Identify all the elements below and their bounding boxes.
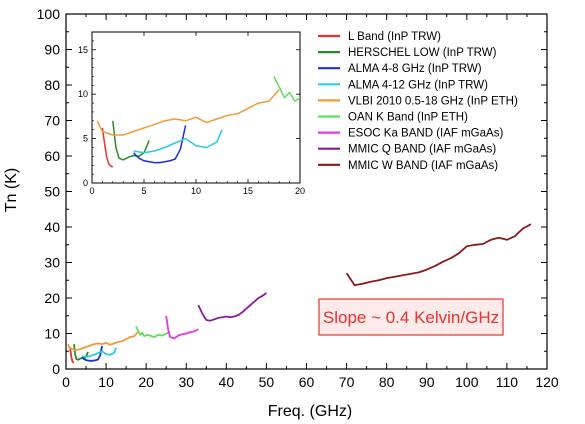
x-axis-title: Freq. (GHz) [268,403,352,420]
x-tick-label: 30 [178,374,194,390]
series-line [165,315,199,340]
inset-x-tick-label: 5 [141,186,146,196]
x-tick-label: 100 [455,374,479,390]
inset-x-tick-label: 20 [295,186,305,196]
series-line [81,345,103,362]
inset-y-tick-label: 15 [78,45,88,55]
annotation-text: Slope ~ 0.4 Kelvin/GHz [323,308,499,327]
y-tick-label: 60 [44,148,60,164]
y-tick-label: 50 [44,184,60,200]
x-tick-label: 110 [496,374,519,390]
inset-series-line [96,89,280,136]
series-line [67,331,139,351]
legend: L Band (InP TRW) HERSCHEL LOW (InP TRW) AL… [318,31,518,172]
x-tick-label: 0 [62,374,70,390]
inset-series-line [112,120,150,161]
x-tick-label: 70 [339,374,355,390]
legend-entry: ALMA 4-12 GHz (InP TRW) [348,79,488,91]
inset-x-tick-label: 0 [89,186,94,196]
inset-y-tick-label: 10 [78,89,88,99]
x-tick-label: 120 [535,374,559,390]
series-line [81,347,117,358]
series-line [197,292,267,322]
x-tick-label: 80 [379,374,395,390]
legend-entry: VLBI 2010 0.5-18 GHz (InP ETH) [348,95,518,107]
x-tick-label: 60 [299,374,315,390]
x-tick-label: 10 [98,374,114,390]
annotation-box [318,298,504,336]
series-line [135,326,171,339]
y-tick-label: 40 [44,219,60,235]
inset-x-tick-label: 15 [243,186,253,196]
y-tick-label: 20 [44,290,60,306]
y-tick-label: 90 [44,42,60,58]
main-axes: 0 10 20 30 40 50 60 70 80 90 100 110 120010203040506… [37,6,559,390]
series-line [345,223,532,287]
legend-entry: L Band (InP TRW) [348,31,441,43]
x-tick-label: 40 [219,374,235,390]
series-line [69,346,75,364]
x-tick-label: 20 [138,374,154,390]
y-tick-label: 0 [52,361,60,377]
y-tick-label: 10 [44,326,60,342]
inset-series-line [133,129,223,154]
inset-y-tick-label: 0 [83,178,88,188]
inset-plot: 0 5 10 15 20 0 5 10 15 [78,31,305,196]
legend-entry: MMIC Q BAND (IAF mGaAs) [348,144,496,156]
y-tick-label: 30 [44,255,60,271]
y-axis-title: Tn (K) [3,168,20,212]
legend-entry: OAN K Band (InP ETH) [348,112,468,124]
main-series [67,223,532,364]
legend-entry: ALMA 4-8 GHz (InP TRW) [348,63,482,75]
y-tick-label: 70 [44,113,60,129]
y-tick-label: 80 [44,77,60,93]
legend-entry: HERSCHEL LOW (InP TRW) [348,47,497,59]
legend-entry: ESOC Ka BAND (IAF mGaAs) [348,128,503,140]
inset-series-line [133,125,187,164]
y-tick-label: 100 [37,6,61,22]
inset-series-line [273,76,300,103]
x-tick-label: 90 [419,374,435,390]
inset-y-tick-label: 5 [83,134,88,144]
inset-series-line [101,127,114,168]
x-tick-label: 50 [259,374,275,390]
inset-x-tick-label: 10 [191,186,201,196]
slope-annotation: Slope ~ 0.4 Kelvin/GHz [318,298,504,336]
inset-series [96,76,300,168]
legend-entry: MMIC W BAND (IAF mGaAs) [348,160,498,172]
